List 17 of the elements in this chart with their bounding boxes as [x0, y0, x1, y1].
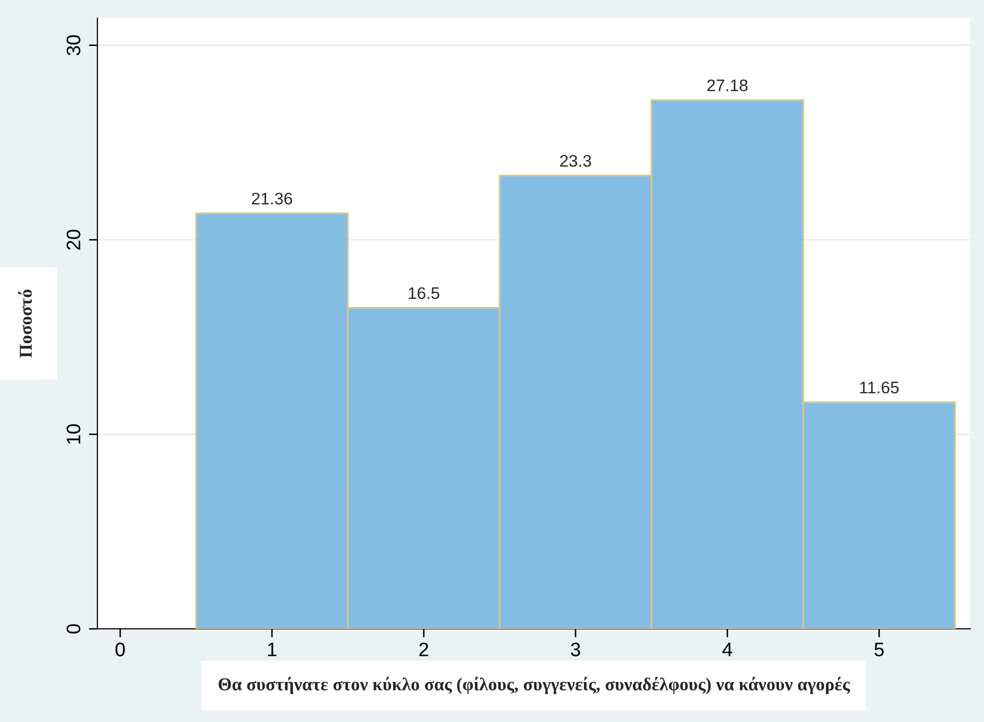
y-tick-label: 30	[66, 35, 80, 56]
y-tick-label: 20	[66, 230, 80, 250]
data-label: 21.36	[252, 192, 292, 205]
x-tick-label: 2	[419, 642, 428, 656]
y-tick-label: 0	[66, 624, 80, 634]
data-label: 16.5	[408, 287, 440, 300]
x-axis-title: Θα συστήνατε στον κύκλο σας (φίλους, συγγενείς, συναδέλφους) να κάνουν αγορές	[218, 676, 850, 694]
data-label: 27.18	[707, 79, 748, 92]
x-tick-label: 1	[268, 642, 276, 656]
x-tick-label: 3	[570, 642, 580, 656]
x-tick-label: 5	[874, 642, 884, 656]
data-label: 23.3	[560, 154, 592, 167]
x-tick-label: 4	[722, 642, 732, 656]
x-tick-label: 0	[116, 642, 125, 656]
y-axis-title: Ποσοστό	[18, 290, 32, 358]
data-label: 11.65	[860, 382, 899, 394]
y-tick-label: 10	[66, 424, 80, 444]
